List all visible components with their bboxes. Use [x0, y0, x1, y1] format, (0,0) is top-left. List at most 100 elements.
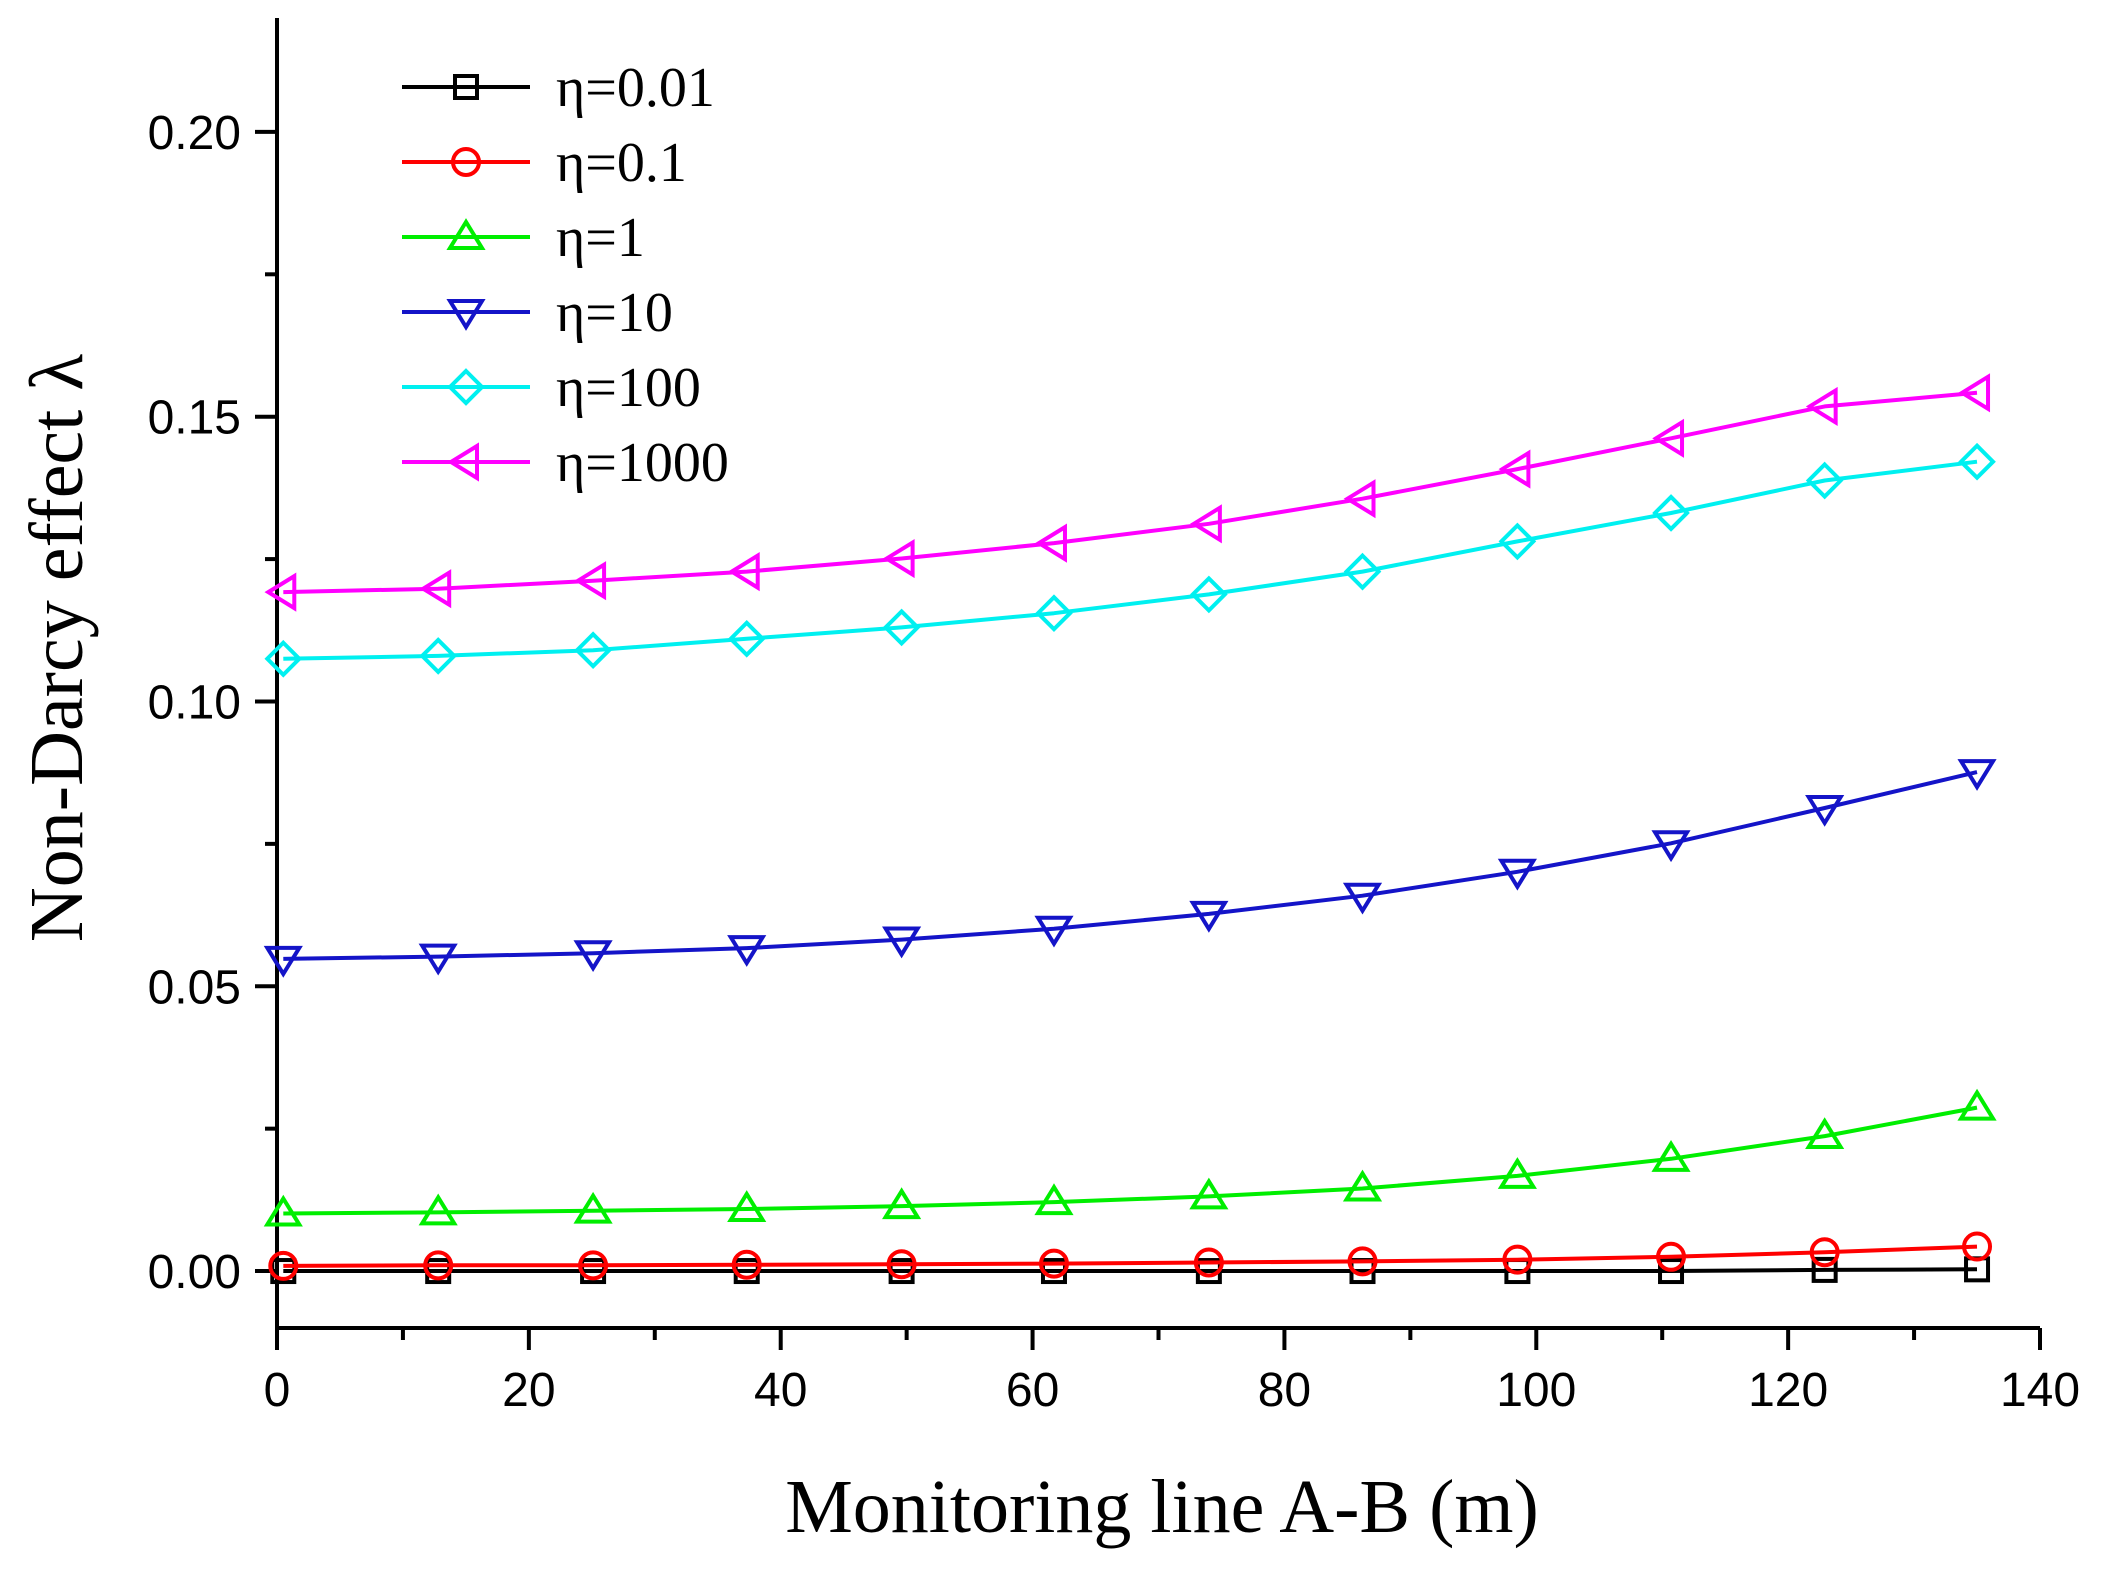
- x-tick-label: 100: [1496, 1364, 1576, 1417]
- data-point-marker: [1038, 1248, 1069, 1279]
- legend-label: η=0.01: [556, 57, 715, 119]
- series-2: [268, 1231, 1993, 1281]
- legend: η=0.01 η=0.1 η=1 η=10 η=100 η=1000: [402, 57, 729, 494]
- data-point-marker: [264, 572, 297, 612]
- legend-marker: [453, 74, 479, 100]
- data-point-marker: [423, 1250, 454, 1281]
- data-point-marker: [419, 569, 452, 609]
- data-point-marker: [1957, 759, 1997, 791]
- data-point-marker: [1811, 1256, 1838, 1283]
- y-tick-label: 0.00: [148, 1246, 241, 1299]
- x-tick-label: 80: [1258, 1364, 1311, 1417]
- data-point-marker: [573, 940, 613, 973]
- data-point-marker: [1034, 915, 1074, 948]
- data-point-marker: [1958, 442, 1996, 481]
- data-point-marker: [1957, 1088, 1997, 1121]
- data-point-marker: [573, 1191, 613, 1224]
- data-point-marker: [1498, 449, 1531, 489]
- data-point-marker: [418, 1193, 458, 1226]
- legend-marker: [447, 442, 479, 482]
- legend-label: η=1000: [556, 432, 729, 494]
- axes: 0 20 40 60 80 100 120 140 0.00 0.05 0.10 0.15 0.20: [148, 18, 2080, 1417]
- data-point-marker: [268, 1250, 299, 1281]
- series-line: [283, 1105, 1978, 1216]
- legend-entry: η=0.01: [402, 57, 715, 119]
- data-point-marker: [1962, 1231, 1993, 1262]
- data-point-marker: [1190, 504, 1222, 544]
- legend-entry: η=1: [402, 207, 645, 269]
- data-point-marker: [1658, 1258, 1685, 1285]
- x-tick-label: 120: [1748, 1364, 1828, 1417]
- x-axis-title: Monitoring line A-B (m): [785, 1465, 1539, 1549]
- data-point-marker: [1034, 1183, 1074, 1216]
- legend-marker: [447, 368, 485, 406]
- data-point-marker: [1035, 594, 1073, 633]
- data-point-marker: [882, 538, 915, 579]
- data-point-marker: [574, 561, 607, 601]
- data-point-marker: [1652, 418, 1685, 458]
- legend-entry: η=1000: [402, 432, 729, 494]
- data-point-marker: [1651, 830, 1691, 863]
- data-point-marker: [1809, 1237, 1840, 1268]
- data-point-marker: [1193, 1247, 1224, 1278]
- data-point-marker: [1189, 900, 1229, 933]
- data-point-marker: [578, 1250, 609, 1281]
- y-tick-label: 0.15: [148, 392, 241, 445]
- data-point-marker: [264, 639, 303, 678]
- series-line: [283, 1244, 1978, 1268]
- legend-entry: η=10: [402, 282, 673, 344]
- series-line: [283, 459, 1978, 661]
- data-point-marker: [1347, 1246, 1378, 1277]
- data-point-marker: [419, 637, 458, 675]
- data-point-marker: [1343, 479, 1376, 519]
- data-point-marker: [1497, 858, 1537, 891]
- data-point-marker: [882, 1187, 922, 1220]
- x-tick-label: 20: [502, 1364, 555, 1417]
- data-point-marker: [727, 935, 767, 967]
- data-point-marker: [886, 1249, 917, 1280]
- x-tick-label: 60: [1006, 1364, 1059, 1417]
- data-point-marker: [1805, 794, 1845, 827]
- legend-marker: [446, 218, 486, 250]
- series-5: [264, 442, 1996, 678]
- legend-marker: [451, 147, 481, 177]
- series-layer: [263, 373, 1997, 1285]
- series-line: [283, 390, 1978, 595]
- legend-entry: η=100: [402, 357, 701, 419]
- data-point-marker: [418, 943, 458, 976]
- x-tick-label: 40: [754, 1364, 807, 1417]
- series-3: [263, 1088, 1997, 1227]
- data-point-marker: [1805, 461, 1844, 500]
- data-point-marker: [731, 1249, 762, 1280]
- data-point-marker: [263, 1194, 303, 1227]
- data-point-marker: [1342, 882, 1383, 915]
- legend-label: η=1: [556, 207, 645, 269]
- data-point-marker: [727, 552, 760, 592]
- data-point-marker: [882, 926, 922, 959]
- legend-label: η=100: [556, 357, 701, 419]
- data-point-marker: [1651, 1140, 1691, 1172]
- data-point-marker: [1652, 494, 1690, 532]
- data-point-marker: [727, 619, 766, 658]
- data-point-marker: [1805, 1117, 1845, 1150]
- legend-label: η=10: [556, 282, 673, 344]
- data-point-marker: [574, 631, 612, 670]
- data-point-marker: [1958, 373, 1991, 413]
- data-point-marker: [1343, 552, 1382, 591]
- data-point-marker: [1190, 575, 1228, 614]
- data-point-marker: [1498, 522, 1537, 561]
- y-tick-label: 0.20: [148, 107, 241, 160]
- data-point-marker: [727, 1190, 767, 1222]
- data-point-marker: [1805, 386, 1838, 427]
- x-tick-label: 0: [264, 1364, 291, 1417]
- data-point-marker: [882, 608, 921, 647]
- x-tick-label: 140: [2000, 1364, 2080, 1417]
- data-point-marker: [1502, 1244, 1533, 1275]
- legend-marker: [446, 299, 486, 331]
- series-line: [283, 770, 1978, 961]
- series-6: [264, 373, 1991, 612]
- data-point-marker: [1497, 1157, 1537, 1189]
- y-tick-label: 0.05: [148, 961, 241, 1014]
